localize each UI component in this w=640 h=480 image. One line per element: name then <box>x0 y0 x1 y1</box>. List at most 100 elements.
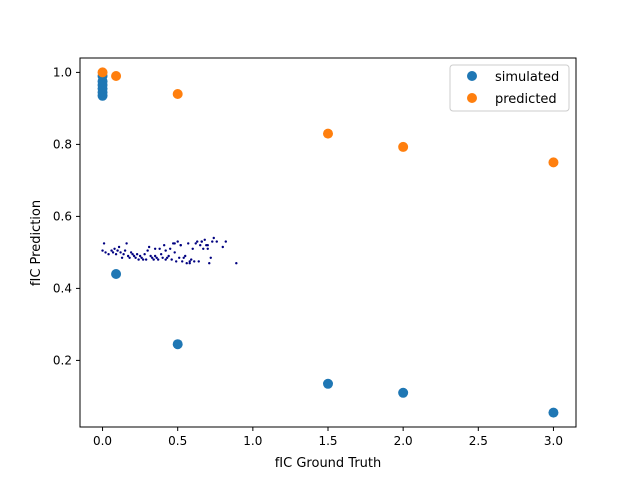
data-point-dense <box>120 256 124 259</box>
data-point-dense <box>179 244 182 247</box>
y-tick-label: 0.4 <box>53 281 72 295</box>
legend-marker-predicted <box>467 93 477 103</box>
data-point-dense <box>132 254 136 258</box>
legend: simulated predicted <box>449 64 570 112</box>
data-point-dense <box>194 242 197 245</box>
data-point-dense <box>206 247 209 250</box>
data-point-dense <box>107 253 110 256</box>
data-point-dense <box>165 256 169 259</box>
data-point-dense <box>140 256 143 259</box>
data-point-dense <box>137 258 140 261</box>
data-point-dense <box>168 247 172 250</box>
data-point-dense <box>211 240 214 243</box>
y-axis-label: fIC Prediction <box>29 200 44 286</box>
data-point-dense <box>199 244 202 247</box>
data-point-predicted <box>111 71 122 81</box>
data-point-dense <box>123 249 127 252</box>
data-point-dense <box>193 260 196 263</box>
data-point-predicted <box>172 89 183 99</box>
y-axis: 0.2 0.4 0.6 0.8 1.0 <box>53 65 80 367</box>
data-point-dense <box>173 251 176 254</box>
data-point-dense <box>155 256 158 259</box>
data-point-predicted <box>398 141 409 152</box>
data-point-dense <box>159 253 163 256</box>
data-point-dense <box>209 256 212 259</box>
x-tick-label: 0.0 <box>93 434 112 448</box>
data-point-dense <box>119 251 122 254</box>
data-point-dense <box>196 240 199 243</box>
legend-label-simulated: simulated <box>495 70 559 85</box>
y-tick-label: 0.6 <box>53 209 72 223</box>
plot-frame <box>79 57 577 428</box>
data-point-dense <box>146 249 149 252</box>
data-point-dense <box>149 254 152 258</box>
data-point-dense <box>188 262 191 265</box>
data-point-dense <box>185 262 188 265</box>
data-point-dense <box>117 245 121 249</box>
data-point-dense <box>138 254 142 258</box>
legend-box <box>449 64 570 112</box>
x-tick-label: 3.0 <box>544 434 563 448</box>
data-point-dense <box>167 254 170 258</box>
data-point-predicted <box>323 128 333 139</box>
data-point-dense <box>156 258 160 261</box>
data-point-dense <box>215 240 218 243</box>
data-point-dense <box>102 242 106 245</box>
x-axis-label: fIC Ground Truth <box>275 456 382 471</box>
data-point-dense <box>235 262 238 265</box>
data-point-dense <box>181 260 184 263</box>
data-point-simulated <box>398 387 409 398</box>
data-point-dense <box>150 256 154 259</box>
data-point-dense <box>206 244 209 247</box>
data-point-dense <box>125 242 128 245</box>
data-point-dense <box>188 260 191 263</box>
data-point-dense <box>153 254 157 258</box>
data-point-simulated <box>323 378 333 389</box>
data-point-simulated <box>548 407 559 418</box>
data-point-dense <box>114 253 118 256</box>
data-point-dense <box>111 251 115 254</box>
data-point-dense <box>184 254 187 258</box>
data-point-dense <box>162 244 166 247</box>
data-point-dense <box>212 236 215 240</box>
data-point-dense <box>126 254 130 258</box>
data-point-dense <box>190 258 193 261</box>
data-point-dense <box>161 256 164 259</box>
x-tick-label: 2.0 <box>394 434 413 448</box>
data-point-dense <box>153 247 157 250</box>
x-tick-label: 1.5 <box>318 434 337 448</box>
data-point-dense <box>131 253 134 256</box>
data-point-dense <box>143 253 146 256</box>
data-point-dense <box>202 247 205 250</box>
data-point-dense <box>187 242 190 245</box>
x-tick-label: 2.5 <box>469 434 488 448</box>
data-point-predicted <box>548 157 559 168</box>
data-point-dense <box>221 245 224 249</box>
y-tick-label: 0.8 <box>53 137 72 151</box>
data-point-dense <box>141 258 145 261</box>
data-point-dense <box>122 253 125 256</box>
data-point-dense <box>200 240 203 243</box>
data-point-dense <box>152 258 155 261</box>
data-point-dense <box>208 262 211 265</box>
y-tick-label: 0.2 <box>53 353 72 367</box>
data-point-dense <box>174 260 178 263</box>
data-point-dense <box>128 256 131 259</box>
data-point-dense <box>134 256 137 259</box>
data-point-dense <box>101 249 104 252</box>
data-point-dense <box>182 256 185 259</box>
data-point-predicted <box>97 67 108 78</box>
data-point-dense <box>135 253 139 256</box>
y-tick-label: 1.0 <box>53 65 72 79</box>
data-point-dense <box>224 240 227 243</box>
data-point-dense <box>147 245 151 249</box>
data-point-dense <box>104 251 107 254</box>
data-point-dense <box>164 249 167 252</box>
data-point-dense <box>173 242 176 245</box>
data-point-dense <box>178 256 181 259</box>
data-point-dense <box>203 238 206 241</box>
x-tick-label: 1.0 <box>243 434 262 448</box>
legend-marker-simulated <box>467 71 477 81</box>
data-point-dense <box>144 258 148 261</box>
x-tick-label: 0.5 <box>168 434 187 448</box>
